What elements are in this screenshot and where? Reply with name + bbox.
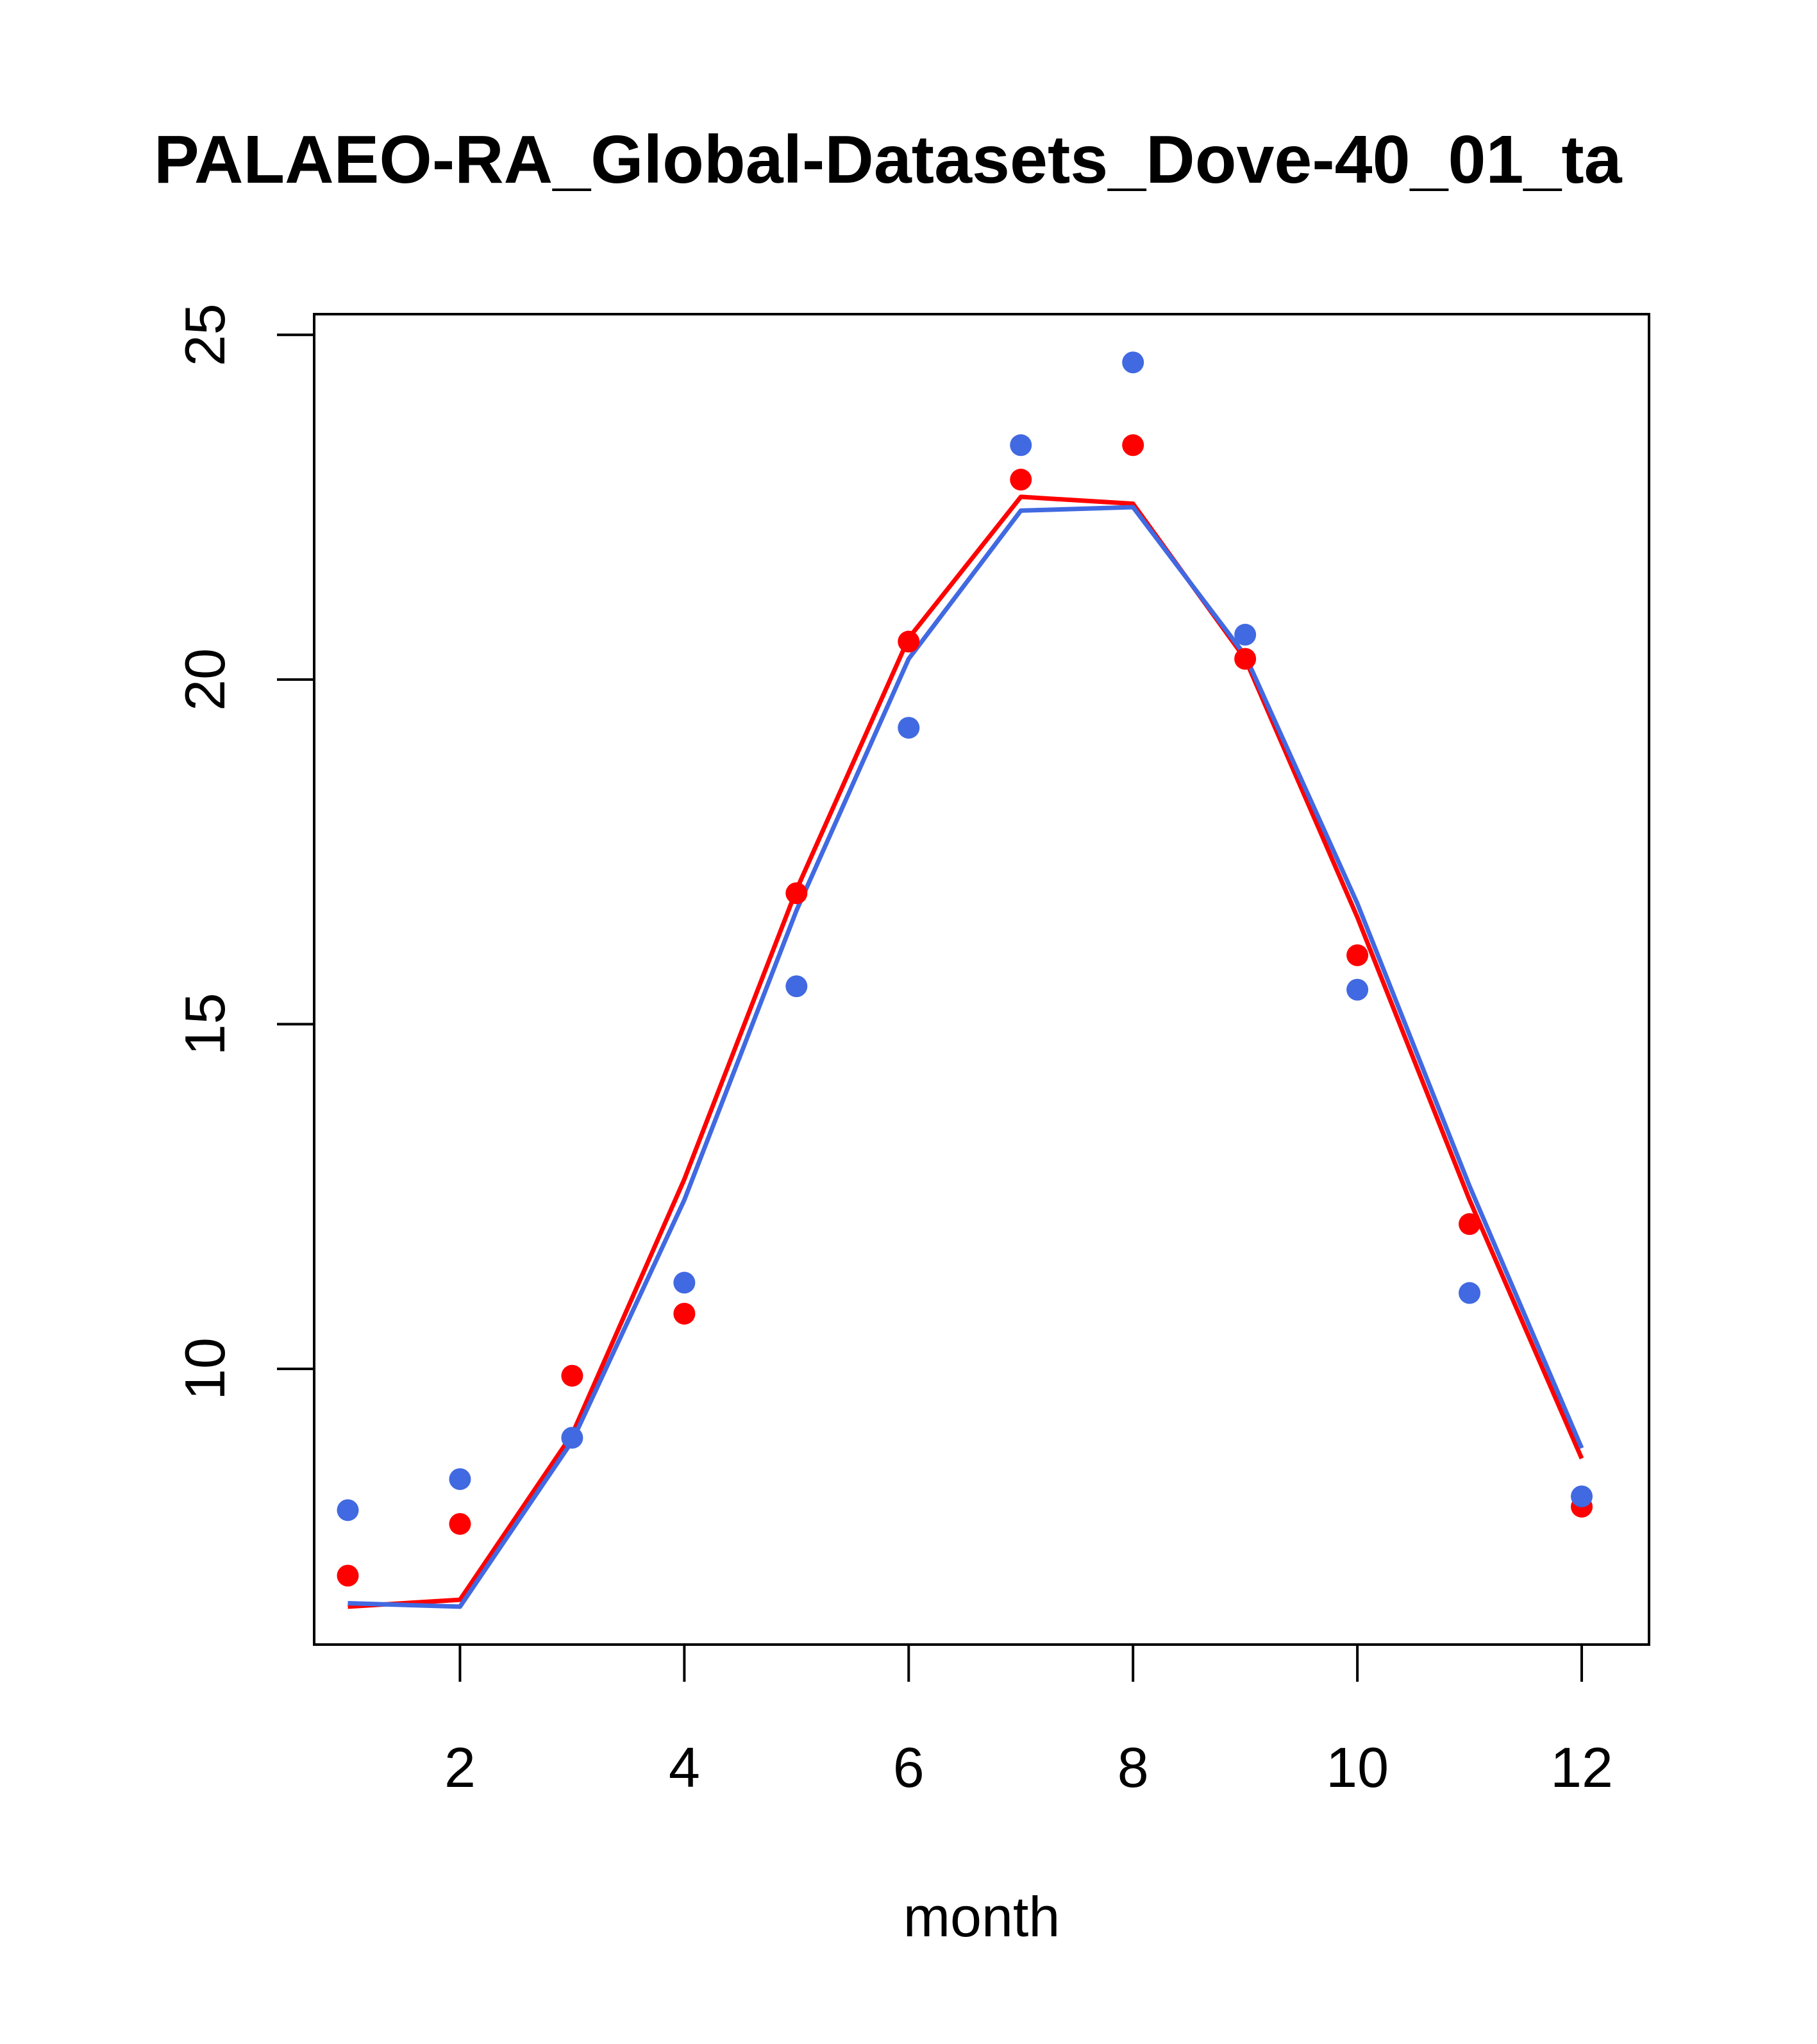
data-point-3 bbox=[1459, 1282, 1481, 1304]
data-point-3 bbox=[785, 975, 808, 998]
data-point-3 bbox=[1122, 351, 1144, 374]
x-axis-label: month bbox=[903, 1885, 1060, 1948]
data-point-2 bbox=[337, 1564, 359, 1587]
data-point-3 bbox=[449, 1468, 471, 1490]
data-point-3 bbox=[337, 1499, 359, 1521]
chart-title: PALAEO-RA_Global-Datasets_Dove-40_01_ta bbox=[154, 122, 1623, 197]
data-point-3 bbox=[1346, 978, 1369, 1001]
data-point-3 bbox=[898, 717, 920, 739]
y-tick-label: 20 bbox=[173, 648, 237, 711]
y-axis: 10 15 20 25 bbox=[173, 303, 314, 1400]
data-point-2 bbox=[1234, 648, 1257, 670]
y-tick-label: 25 bbox=[173, 303, 237, 366]
x-tick-label: 4 bbox=[669, 1736, 700, 1799]
x-tick-label: 6 bbox=[893, 1736, 925, 1799]
plot-frame bbox=[313, 313, 1650, 1646]
data-point-2 bbox=[1122, 434, 1144, 457]
data-point-3 bbox=[673, 1271, 696, 1294]
y-tick-label: 10 bbox=[173, 1337, 237, 1400]
series-layer bbox=[337, 351, 1593, 1609]
data-point-3 bbox=[1010, 434, 1032, 457]
series-line-1 bbox=[347, 505, 1584, 1609]
data-point-3 bbox=[1234, 623, 1257, 646]
data-point-2 bbox=[449, 1512, 471, 1535]
y-tick-label: 15 bbox=[173, 993, 237, 1055]
data-point-2 bbox=[561, 1364, 583, 1387]
data-point-2 bbox=[898, 630, 920, 653]
data-point-2 bbox=[785, 882, 808, 905]
data-point-3 bbox=[561, 1427, 583, 1449]
x-axis: 2 4 6 8 10 12 bbox=[444, 1645, 1613, 1799]
series-line-0 bbox=[347, 494, 1584, 1609]
x-tick-label: 2 bbox=[444, 1736, 476, 1799]
x-tick-label: 10 bbox=[1326, 1736, 1389, 1799]
x-tick-label: 8 bbox=[1118, 1736, 1149, 1799]
data-point-3 bbox=[1571, 1485, 1593, 1507]
data-point-2 bbox=[1459, 1213, 1481, 1236]
data-point-2 bbox=[673, 1302, 696, 1325]
data-point-2 bbox=[1346, 944, 1369, 966]
data-point-2 bbox=[1010, 469, 1032, 491]
x-tick-label: 12 bbox=[1550, 1736, 1613, 1799]
